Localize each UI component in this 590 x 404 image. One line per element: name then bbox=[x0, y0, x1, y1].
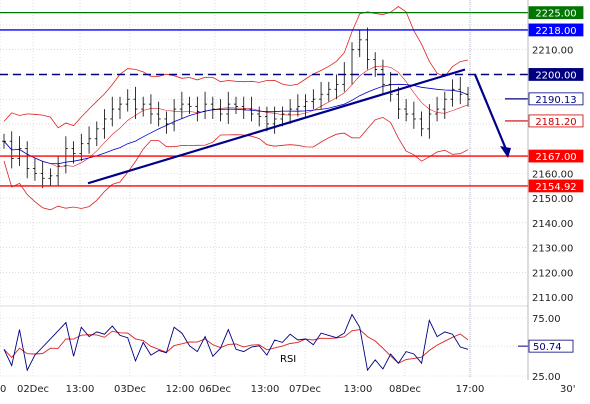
y-tick-label: 2110.00 bbox=[532, 293, 573, 304]
price-level-label: 2200.00 bbox=[535, 70, 576, 81]
rsi-current-box bbox=[528, 339, 574, 353]
price-level-label-box bbox=[528, 92, 584, 106]
x-tick-label: 13:00 bbox=[66, 384, 95, 395]
price-level-label: 2167.00 bbox=[535, 152, 576, 163]
forecast-arrow-head bbox=[500, 146, 511, 159]
x-tick-label: 13:00 bbox=[344, 384, 373, 395]
x-tick-label: 07Dec bbox=[289, 384, 321, 395]
y-tick-label: 2130.00 bbox=[532, 244, 573, 255]
x-tick-label: 03Dec bbox=[114, 384, 146, 395]
price-level-label-box bbox=[528, 179, 584, 193]
y-tick-label: 2160.00 bbox=[532, 169, 573, 180]
rsi-label: RSI bbox=[280, 354, 296, 365]
y-tick-label: 2140.00 bbox=[532, 219, 573, 230]
forecast-arrow-shaft bbox=[473, 74, 510, 155]
rsi-signal-line bbox=[3, 329, 469, 364]
price-level-label: 2225.00 bbox=[535, 9, 576, 20]
x-unit-label: 30' bbox=[560, 384, 575, 395]
price-level-label-box bbox=[528, 23, 584, 37]
rsi-tick-label: 75.00 bbox=[532, 314, 561, 325]
y-tick-label: 2150.00 bbox=[532, 194, 573, 205]
price-level-label: 2190.13 bbox=[535, 95, 576, 106]
price-level-label-box bbox=[528, 149, 584, 163]
price-level-label: 2181.20 bbox=[535, 117, 576, 128]
x-tick-label: 17:00 bbox=[456, 384, 485, 395]
price-level-label: 2218.00 bbox=[535, 26, 576, 37]
x-tick-label: 06Dec bbox=[199, 384, 231, 395]
price-level-label-box bbox=[528, 114, 584, 128]
x-tick-label: 02Dec bbox=[17, 384, 49, 395]
rsi-tick-label: 25.00 bbox=[532, 372, 561, 383]
x-tick-label: 13:00 bbox=[251, 384, 280, 395]
rsi-line bbox=[3, 313, 469, 372]
x-tick-label: 12:00 bbox=[166, 384, 195, 395]
price-level-label: 2154.92 bbox=[535, 182, 576, 193]
x-tick-label: 0 bbox=[0, 384, 6, 395]
bollinger-lower bbox=[3, 116, 469, 211]
price-level-label-box bbox=[528, 68, 584, 81]
y-tick-label: 2210.00 bbox=[532, 46, 573, 57]
support-trendline bbox=[87, 68, 466, 185]
y-tick-label: 2120.00 bbox=[532, 268, 573, 279]
rsi-current-label: 50.74 bbox=[533, 342, 562, 353]
x-tick-label: 08Dec bbox=[389, 384, 421, 395]
price-level-label-box bbox=[528, 6, 584, 20]
